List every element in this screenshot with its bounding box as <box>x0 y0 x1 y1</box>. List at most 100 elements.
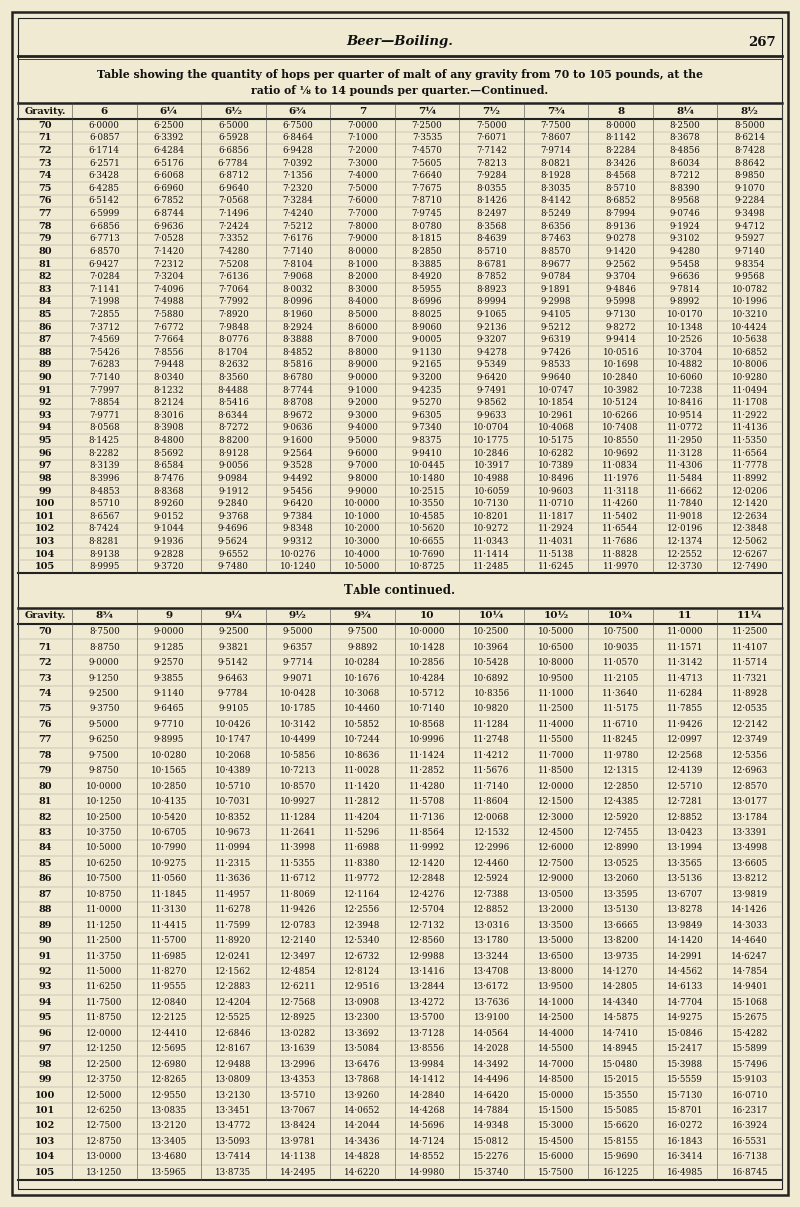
Text: 11·1284: 11·1284 <box>474 719 510 729</box>
Text: 11·4280: 11·4280 <box>409 782 446 791</box>
Text: 12·7281: 12·7281 <box>667 797 703 806</box>
Text: 14·6420: 14·6420 <box>473 1091 510 1100</box>
Text: 10·4882: 10·4882 <box>667 361 703 369</box>
Text: 10·4000: 10·4000 <box>344 549 381 559</box>
Text: 6·5999: 6·5999 <box>89 209 119 218</box>
Text: 10·7408: 10·7408 <box>602 424 639 432</box>
Text: 12·7388: 12·7388 <box>474 890 510 899</box>
Text: 10·7244: 10·7244 <box>344 735 381 745</box>
Text: 11·1420: 11·1420 <box>344 782 381 791</box>
Text: 14·5500: 14·5500 <box>538 1044 574 1054</box>
Text: 7·2000: 7·2000 <box>347 146 378 154</box>
Text: 9·2284: 9·2284 <box>734 197 765 205</box>
Text: 11·1250: 11·1250 <box>86 921 122 929</box>
Text: 13·6605: 13·6605 <box>732 859 768 868</box>
Text: 10·4585: 10·4585 <box>409 512 445 520</box>
Text: 8·8390: 8·8390 <box>670 183 701 193</box>
Text: 14·4828: 14·4828 <box>344 1153 381 1161</box>
Text: 12·8124: 12·8124 <box>344 967 381 976</box>
Text: 12·6000: 12·6000 <box>538 844 574 852</box>
Text: 14·4496: 14·4496 <box>473 1075 510 1084</box>
Text: 10·4068: 10·4068 <box>538 424 574 432</box>
Text: 12·9550: 12·9550 <box>150 1091 187 1100</box>
Text: 15·0000: 15·0000 <box>538 1091 574 1100</box>
Text: 6·5000: 6·5000 <box>218 121 249 130</box>
Text: 16·7138: 16·7138 <box>731 1153 768 1161</box>
Text: 10·3982: 10·3982 <box>602 386 638 395</box>
Text: 72: 72 <box>38 146 52 154</box>
Text: 10·3000: 10·3000 <box>344 537 381 546</box>
Text: 15·3988: 15·3988 <box>667 1060 703 1068</box>
Text: 11·0560: 11·0560 <box>150 874 187 884</box>
Text: 11·8992: 11·8992 <box>732 474 768 483</box>
Text: 8·5416: 8·5416 <box>218 398 249 407</box>
Text: 11: 11 <box>678 612 693 620</box>
Text: 10·0170: 10·0170 <box>667 310 703 319</box>
Text: 8·1960: 8·1960 <box>282 310 314 319</box>
Text: 15·1068: 15·1068 <box>731 998 768 1007</box>
Text: 9·7426: 9·7426 <box>541 348 571 357</box>
Text: 9·1420: 9·1420 <box>605 247 636 256</box>
Text: 9·7130: 9·7130 <box>606 310 636 319</box>
Text: 7¼: 7¼ <box>418 106 436 116</box>
Text: 11¼: 11¼ <box>737 612 762 620</box>
Text: 15·7130: 15·7130 <box>667 1091 703 1100</box>
Text: 11·5175: 11·5175 <box>602 705 638 713</box>
Text: 6·8464: 6·8464 <box>282 134 314 142</box>
Text: 11·1976: 11·1976 <box>602 474 639 483</box>
Text: 7·7140: 7·7140 <box>282 247 314 256</box>
Text: 6·2500: 6·2500 <box>154 121 184 130</box>
Text: 7·5880: 7·5880 <box>154 310 184 319</box>
Text: 7·0000: 7·0000 <box>347 121 378 130</box>
Text: 101: 101 <box>35 1106 55 1115</box>
Text: 8·8000: 8·8000 <box>347 348 378 357</box>
Text: 8·6996: 8·6996 <box>412 297 442 307</box>
Text: 11·8069: 11·8069 <box>280 890 316 899</box>
Text: 10·1428: 10·1428 <box>409 642 446 652</box>
Text: 13·7636: 13·7636 <box>474 998 510 1007</box>
Text: 10·9500: 10·9500 <box>538 674 574 682</box>
Text: 11·2485: 11·2485 <box>474 562 510 571</box>
Text: 6: 6 <box>101 106 108 116</box>
Text: 11·7136: 11·7136 <box>409 812 445 822</box>
Text: 13·1780: 13·1780 <box>474 937 510 945</box>
Text: 13·5084: 13·5084 <box>344 1044 381 1054</box>
Text: 81: 81 <box>38 797 52 806</box>
Text: 8·3996: 8·3996 <box>89 474 119 483</box>
Text: 13·5710: 13·5710 <box>280 1091 316 1100</box>
Text: 9·1936: 9·1936 <box>154 537 184 546</box>
Text: 13·2120: 13·2120 <box>150 1121 187 1131</box>
Text: 11·7599: 11·7599 <box>215 921 251 929</box>
Text: 15·9103: 15·9103 <box>732 1075 768 1084</box>
Text: 12·5340: 12·5340 <box>344 937 381 945</box>
Text: 92: 92 <box>38 398 52 407</box>
Text: 9·5998: 9·5998 <box>606 297 636 307</box>
Text: 12·9488: 12·9488 <box>215 1060 252 1068</box>
Text: 8·3678: 8·3678 <box>670 134 701 142</box>
Text: 10·8356: 10·8356 <box>474 689 510 698</box>
Text: 9·0278: 9·0278 <box>606 234 636 244</box>
Text: 100: 100 <box>35 1091 55 1100</box>
Text: 15·8701: 15·8701 <box>667 1106 703 1115</box>
Text: 12·7455: 12·7455 <box>602 828 639 836</box>
Text: 14·1426: 14·1426 <box>731 905 768 914</box>
Text: 87: 87 <box>38 890 52 899</box>
Text: 9·2165: 9·2165 <box>412 361 442 369</box>
Text: 9·1600: 9·1600 <box>282 436 314 445</box>
Text: 8·2282: 8·2282 <box>89 449 120 457</box>
Text: 12·8265: 12·8265 <box>150 1075 187 1084</box>
Text: 14·2044: 14·2044 <box>344 1121 381 1131</box>
Text: 7·7000: 7·7000 <box>347 209 378 218</box>
Text: 15·6620: 15·6620 <box>602 1121 639 1131</box>
Text: 8·0776: 8·0776 <box>218 336 249 344</box>
Text: 11·4204: 11·4204 <box>344 812 381 822</box>
Text: 8·2000: 8·2000 <box>347 272 378 281</box>
Text: 11·0494: 11·0494 <box>731 386 768 395</box>
Text: 96: 96 <box>38 1028 52 1038</box>
Text: 10·8568: 10·8568 <box>409 719 445 729</box>
Text: 8·6356: 8·6356 <box>541 222 571 231</box>
Text: 84: 84 <box>38 844 52 852</box>
Text: 8·7994: 8·7994 <box>606 209 636 218</box>
Text: 13·2000: 13·2000 <box>538 905 574 914</box>
Text: 10·0704: 10·0704 <box>474 424 510 432</box>
